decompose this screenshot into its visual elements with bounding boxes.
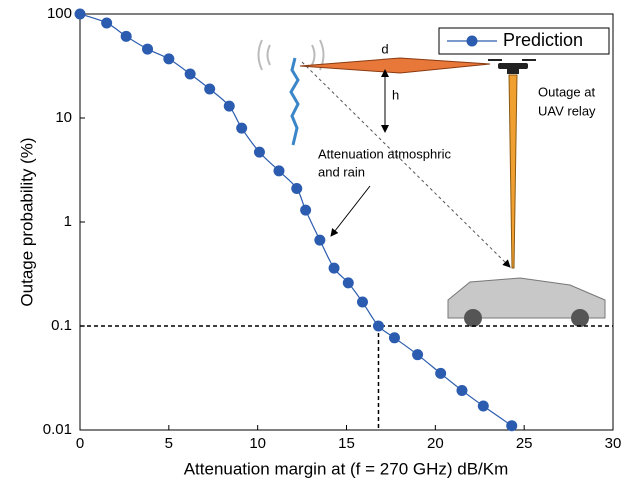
x-tick-label: 5 [165,435,173,452]
x-tick-label: 30 [605,435,622,452]
point [342,277,354,289]
point [412,349,424,361]
y-tick-label: 100 [47,5,72,22]
x-tick-label: 10 [249,435,266,452]
point [163,53,175,65]
x-tick-label: 15 [338,435,355,452]
legend-marker [466,35,478,47]
y-tick-label: 1 [64,213,72,230]
annotation: UAV relay [538,103,596,118]
point [300,204,312,216]
y-axis-label: Outage probability (%) [17,137,36,306]
annotation: Outage at [538,84,595,99]
annotation: d [381,41,388,56]
point [120,30,132,42]
point [204,83,216,95]
point [223,100,235,112]
x-tick-label: 25 [516,435,533,452]
point [356,296,368,308]
y-tick-label: 0.1 [51,317,72,334]
point [506,420,518,432]
point [477,400,489,412]
y-tick-label: 0.01 [43,421,72,438]
legend-label: Prediction [503,30,583,50]
point [372,320,384,332]
point [236,122,248,134]
annotation: Attenuation atmosphric [318,146,451,161]
point [253,146,265,158]
point [142,43,154,55]
point [314,234,326,246]
plot-frame [79,13,614,431]
annotation: h [392,87,399,102]
point [291,182,303,194]
x-axis-label: Attenuation margin at (f = 270 GHz) dB/K… [184,459,509,478]
point [273,165,285,177]
x-tick-label: 0 [76,435,84,452]
point [74,8,86,20]
point [456,384,468,396]
y-tick-label: 10 [55,109,72,126]
x-tick-label: 20 [427,435,444,452]
point [328,262,340,274]
illustration [257,39,606,327]
point [184,68,196,80]
point [388,332,400,344]
annotation: and rain [318,164,365,179]
point [435,367,447,379]
point [101,17,113,29]
